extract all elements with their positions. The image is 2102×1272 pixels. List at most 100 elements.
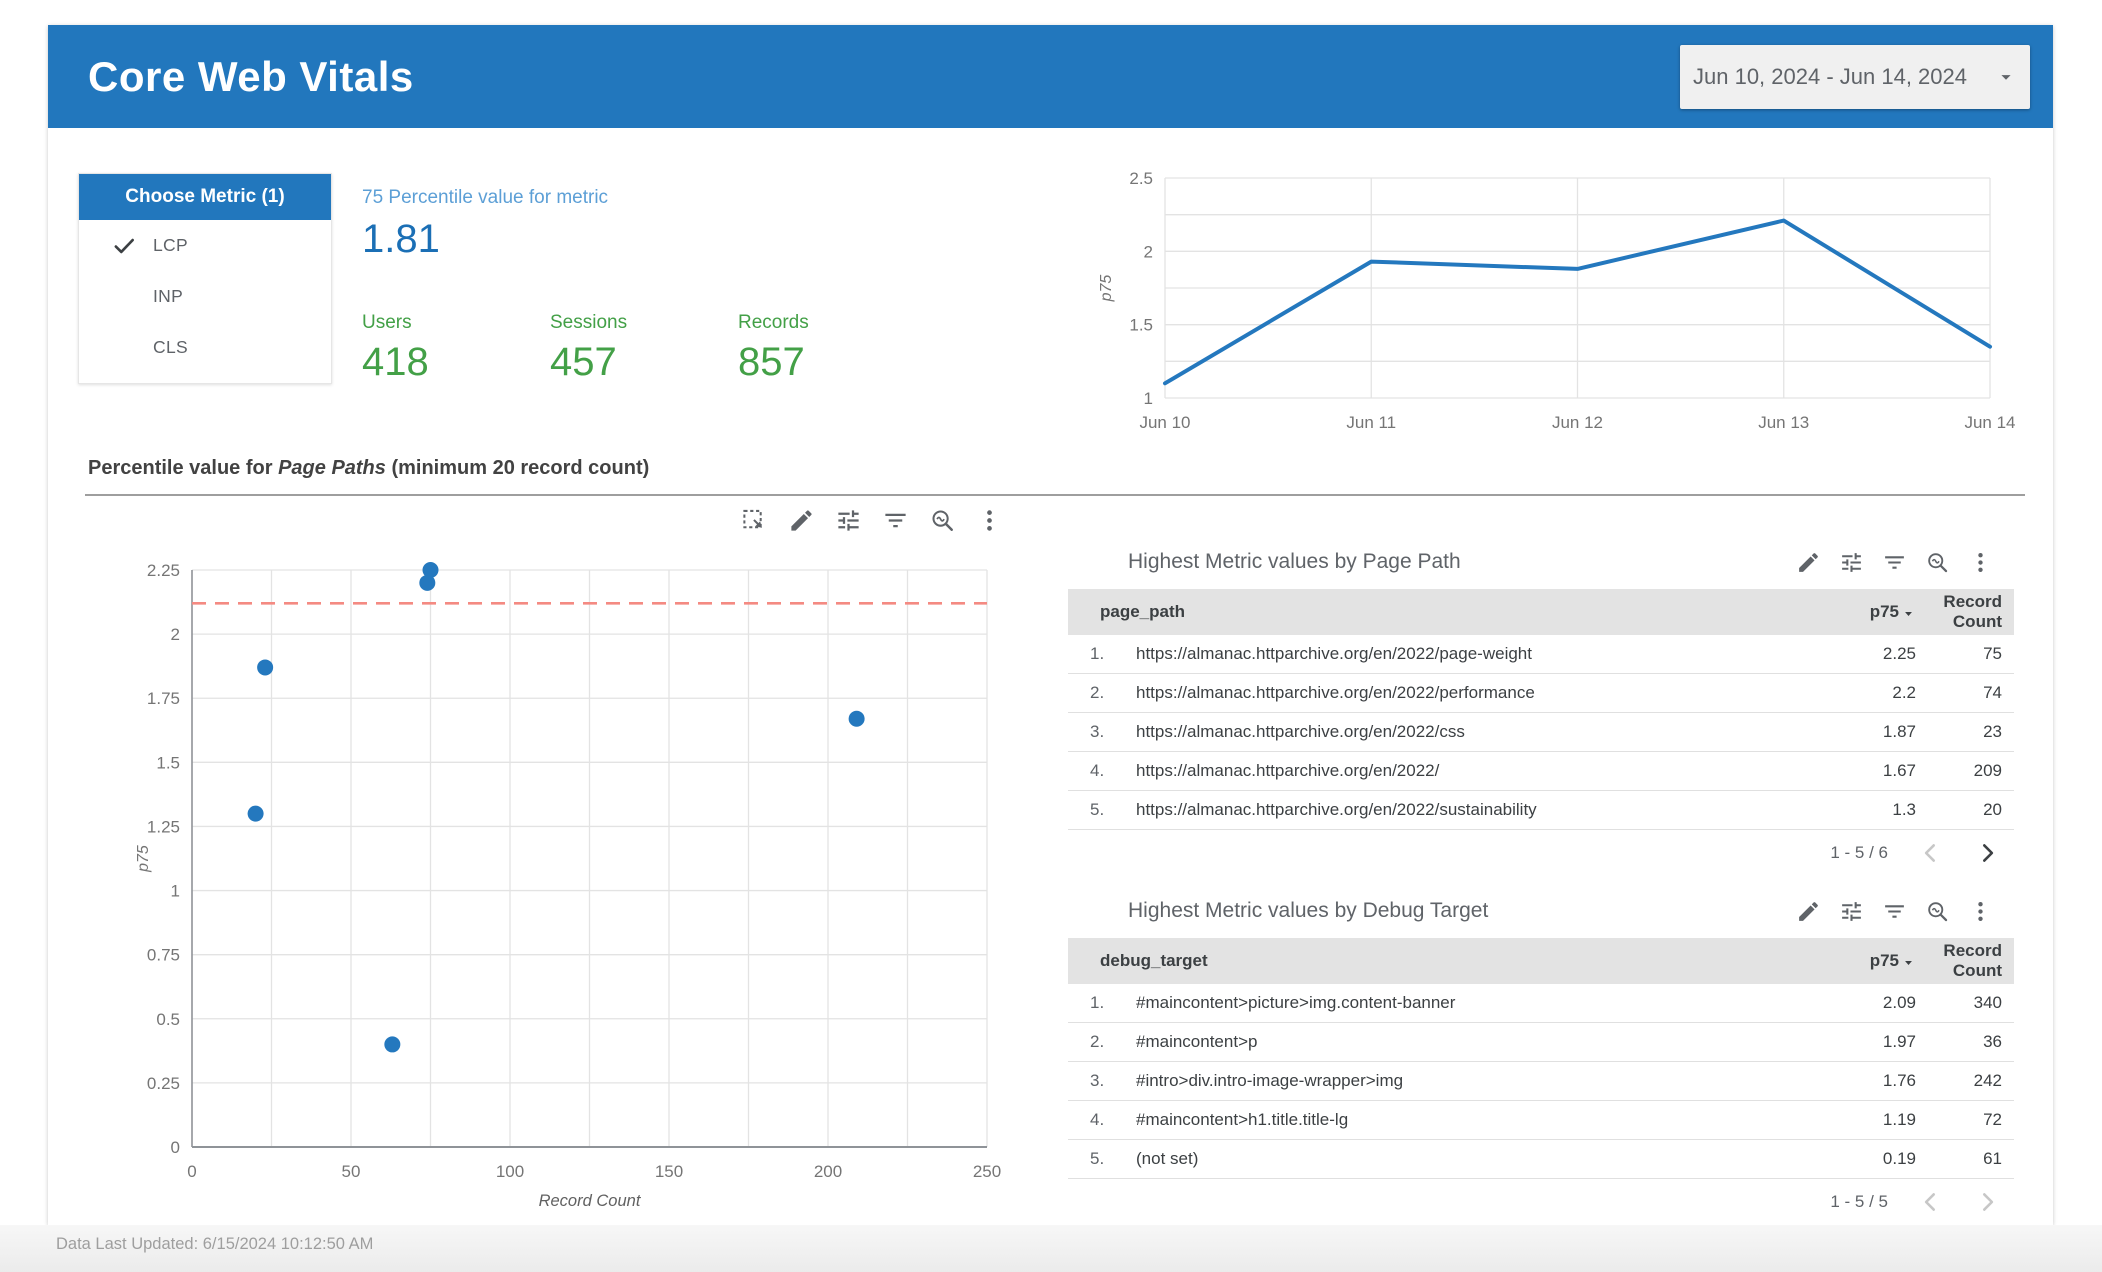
svg-text:p75: p75: [135, 845, 152, 873]
page-path-table-panel: Highest Metric values by Page Path page_…: [1068, 540, 2014, 876]
metric-cell: 1.97: [1882, 1032, 1916, 1051]
scorecard-value: 418: [362, 340, 429, 384]
prev-page-button[interactable]: [1918, 840, 1944, 866]
metric-option-cls[interactable]: CLS: [79, 322, 331, 373]
svg-text:0.5: 0.5: [156, 1010, 180, 1029]
table-row[interactable]: 5. (not set) 0.19 61: [1068, 1140, 2014, 1179]
record-count-cell: 20: [1983, 800, 2002, 819]
filter-icon[interactable]: [1882, 550, 1907, 575]
table-row[interactable]: 3. https://almanac.httparchive.org/en/20…: [1068, 713, 2014, 752]
record-count-cell: 74: [1983, 683, 2002, 702]
row-number: 3.: [1090, 1071, 1105, 1090]
dimension-cell: (not set): [1136, 1149, 1199, 1168]
scorecard-p75-value: 1.81: [362, 217, 440, 261]
metric-option-inp[interactable]: INP: [79, 271, 331, 322]
zoom-icon[interactable]: [1925, 899, 1950, 924]
dimension-column-header[interactable]: page_path: [1100, 602, 1186, 621]
record-count-column-header[interactable]: Record Count: [1943, 941, 2002, 980]
record-count-cell: 75: [1983, 644, 2002, 663]
metric-cell: 1.3: [1892, 800, 1916, 819]
more-icon[interactable]: [1968, 899, 1993, 924]
scatter-point[interactable]: [257, 659, 274, 676]
svg-text:Jun 14: Jun 14: [1964, 413, 2015, 432]
tune-icon[interactable]: [1839, 899, 1864, 924]
row-number: 5.: [1090, 800, 1105, 819]
record-count-column-header[interactable]: Record Count: [1943, 592, 2002, 631]
metric-filter-panel: Choose Metric (1) LCP INP CLS: [78, 173, 332, 384]
date-range-picker[interactable]: Jun 10, 2024 - Jun 14, 2024: [1680, 45, 2030, 109]
table-row[interactable]: 1. https://almanac.httparchive.org/en/20…: [1068, 635, 2014, 674]
svg-text:1.75: 1.75: [147, 689, 180, 708]
more-icon[interactable]: [1968, 550, 1993, 575]
table-row[interactable]: 2. https://almanac.httparchive.org/en/20…: [1068, 674, 2014, 713]
next-page-button[interactable]: [1974, 1189, 2000, 1215]
scorecard-sessions: Sessions 457: [550, 312, 738, 385]
dimension-cell: #maincontent>picture>img.content-banner: [1136, 993, 1456, 1012]
zoom-icon[interactable]: [1925, 550, 1950, 575]
chevron-down-icon: [1995, 66, 2017, 88]
edit-icon[interactable]: [1796, 550, 1821, 575]
report-banner: Core Web Vitals Jun 10, 2024 - Jun 14, 2…: [48, 25, 2053, 128]
svg-text:1: 1: [171, 882, 180, 901]
scorecard-p75: 75 Percentile value for metric 1.81: [362, 187, 608, 262]
scatter-point[interactable]: [848, 710, 865, 727]
filter-icon[interactable]: [1882, 899, 1907, 924]
scatter-point[interactable]: [419, 574, 436, 591]
row-number: 1.: [1090, 993, 1105, 1012]
scorecard-label: Records: [738, 312, 809, 333]
record-count-cell: 23: [1983, 722, 2002, 741]
scorecard-row: Users 418 Sessions 457 Records 857: [362, 312, 926, 385]
svg-text:100: 100: [496, 1162, 524, 1181]
tune-icon[interactable]: [835, 507, 862, 534]
metric-header-label: p75: [1869, 951, 1899, 970]
edit-icon[interactable]: [788, 507, 815, 534]
page-title: Core Web Vitals: [88, 53, 414, 100]
metric-cell: 2.25: [1882, 644, 1916, 663]
p75-by-record-count-scatter-chart[interactable]: 0 0.25 0.5 0.75 1 1.25 1.5 1.75 2 2.25 0 50 100 150 20…: [90, 550, 1030, 1220]
scatter-point[interactable]: [384, 1036, 401, 1053]
svg-text:0: 0: [171, 1138, 180, 1157]
dimension-cell: https://almanac.httparchive.org/en/2022/…: [1136, 800, 1537, 819]
metric-option-list: LCP INP CLS: [79, 220, 331, 373]
tune-icon[interactable]: [1839, 550, 1864, 575]
next-page-button[interactable]: [1974, 840, 2000, 866]
metric-cell: 0.19: [1882, 1149, 1916, 1168]
row-number: 2.: [1090, 1032, 1105, 1051]
zoom-icon[interactable]: [929, 507, 956, 534]
pagination-label: 1 - 5 / 6: [1830, 843, 1888, 862]
table-row[interactable]: 1. #maincontent>picture>img.content-bann…: [1068, 984, 2014, 1023]
box-select-icon[interactable]: [741, 507, 768, 534]
table-header-row: debug_target p75 Record Count: [1068, 938, 2014, 984]
metric-column-header[interactable]: p75: [1821, 602, 1916, 622]
metric-column-header[interactable]: p75: [1821, 951, 1916, 971]
table-row[interactable]: 3. #intro>div.intro-image-wrapper>img 1.…: [1068, 1062, 2014, 1101]
table-row[interactable]: 4. #maincontent>h1.title.title-lg 1.19 7…: [1068, 1101, 2014, 1140]
svg-text:2: 2: [1144, 242, 1153, 261]
table-pagination: 1 - 5 / 6: [1068, 830, 2014, 876]
metric-cell: 2.2: [1892, 683, 1916, 702]
table-pagination: 1 - 5 / 5: [1068, 1179, 2014, 1225]
prev-page-button[interactable]: [1918, 1189, 1944, 1215]
record-count-cell: 242: [1973, 1071, 2002, 1090]
row-number: 4.: [1090, 1110, 1105, 1129]
svg-text:0.75: 0.75: [147, 946, 180, 965]
filter-icon[interactable]: [882, 507, 909, 534]
metric-cell: 1.87: [1882, 722, 1916, 741]
metric-option-lcp[interactable]: LCP: [79, 220, 331, 271]
metric-cell: 1.19: [1882, 1110, 1916, 1129]
table-row[interactable]: 4. https://almanac.httparchive.org/en/20…: [1068, 752, 2014, 791]
scatter-point[interactable]: [422, 562, 439, 578]
more-icon[interactable]: [976, 507, 1003, 534]
edit-icon[interactable]: [1796, 899, 1821, 924]
table-row[interactable]: 2. #maincontent>p 1.97 36: [1068, 1023, 2014, 1062]
scorecard-records: Records 857: [738, 312, 926, 385]
p75-by-date-line-chart[interactable]: 1 1.5 2 2.5 Jun 10 Jun 11 Jun 12 Jun 13 Jun 14 p7…: [1095, 160, 2035, 440]
table-body: 1. #maincontent>picture>img.content-bann…: [1068, 984, 2014, 1179]
table-row[interactable]: 5. https://almanac.httparchive.org/en/20…: [1068, 791, 2014, 830]
table-body: 1. https://almanac.httparchive.org/en/20…: [1068, 635, 2014, 830]
scatter-point[interactable]: [247, 805, 264, 822]
row-number: 1.: [1090, 644, 1105, 663]
dimension-column-header[interactable]: debug_target: [1100, 951, 1208, 970]
scatter-section-title: Percentile value for Page Paths (minimum…: [88, 457, 649, 480]
report-canvas: Core Web Vitals Jun 10, 2024 - Jun 14, 2…: [48, 25, 2053, 1225]
